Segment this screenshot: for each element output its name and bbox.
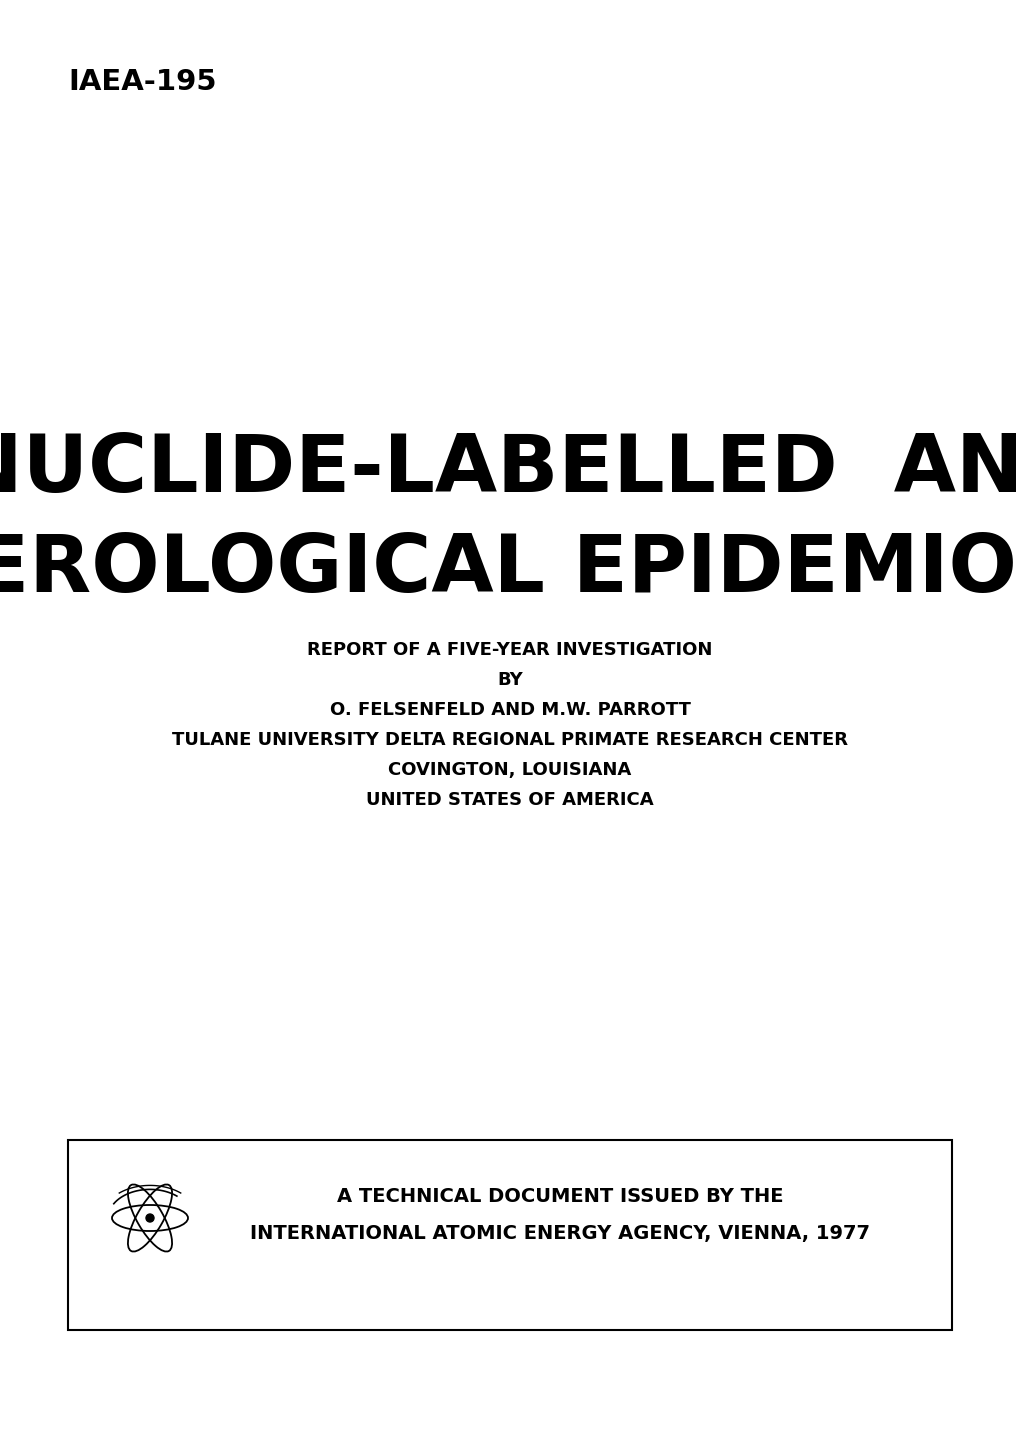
Bar (68, 1140, 951, 1331)
Text: UNITED STATES OF AMERICA: UNITED STATES OF AMERICA (366, 790, 653, 809)
Text: INTERNATIONAL ATOMIC ENERGY AGENCY, VIENNA, 1977: INTERNATIONAL ATOMIC ENERGY AGENCY, VIEN… (250, 1224, 869, 1243)
Text: IAEA-195: IAEA-195 (68, 68, 216, 96)
Text: REPORT OF A FIVE-YEAR INVESTIGATION: REPORT OF A FIVE-YEAR INVESTIGATION (307, 641, 712, 660)
Text: IN  SEROLOGICAL EPIDEMIOLOGY: IN SEROLOGICAL EPIDEMIOLOGY (0, 532, 1019, 609)
Text: RADIONUCLIDE-LABELLED  ANTIGENS: RADIONUCLIDE-LABELLED ANTIGENS (0, 431, 1019, 509)
Text: O. FELSENFELD AND M.W. PARROTT: O. FELSENFELD AND M.W. PARROTT (329, 701, 690, 718)
Circle shape (146, 1214, 154, 1221)
Text: TULANE UNIVERSITY DELTA REGIONAL PRIMATE RESEARCH CENTER: TULANE UNIVERSITY DELTA REGIONAL PRIMATE… (172, 731, 847, 749)
Text: BY: BY (496, 671, 523, 688)
Text: A TECHNICAL DOCUMENT ISSUED BY THE: A TECHNICAL DOCUMENT ISSUED BY THE (336, 1187, 783, 1206)
Text: COVINGTON, LOUISIANA: COVINGTON, LOUISIANA (388, 762, 631, 779)
